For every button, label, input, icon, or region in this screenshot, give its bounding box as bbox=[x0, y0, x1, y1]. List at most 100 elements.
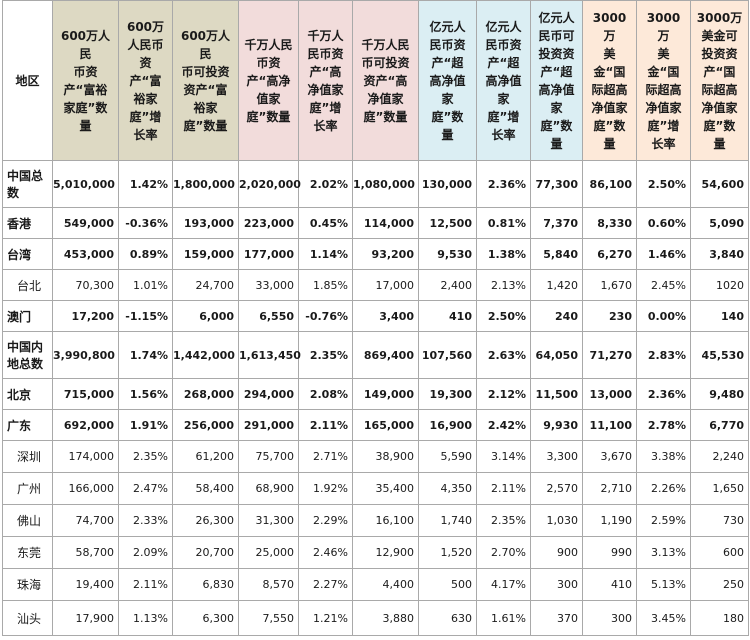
value-cell: 2.08% bbox=[298, 378, 353, 410]
table-row: 深圳 174,000 2.35% 61,200 75,700 2.71% 38,900 5,5… bbox=[2, 440, 749, 473]
value-cell: 1.13% bbox=[118, 600, 173, 636]
table-row: 台北 70,300 1.01% 24,700 33,000 1.85% 17,000 2,40… bbox=[2, 269, 749, 301]
value-cell: 5,090 bbox=[690, 207, 749, 239]
value-cell: 1,800,000 bbox=[172, 160, 239, 208]
value-cell: 6,000 bbox=[172, 300, 239, 332]
value-cell: 6,550 bbox=[238, 300, 299, 332]
value-cell: 2.11% bbox=[118, 568, 173, 601]
value-cell: 0.81% bbox=[476, 207, 531, 239]
value-cell: 64,050 bbox=[530, 331, 583, 379]
value-cell: 68,900 bbox=[238, 472, 299, 505]
value-cell: 3.14% bbox=[476, 440, 531, 473]
table-row: 台湾 453,000 0.89% 159,000 177,000 1.14% 93,200 9… bbox=[2, 238, 749, 270]
value-cell: 300 bbox=[530, 568, 583, 601]
region-cell: 珠海 bbox=[2, 568, 53, 601]
value-cell: 2.13% bbox=[476, 269, 531, 301]
value-cell: 1,670 bbox=[582, 269, 637, 301]
value-cell: 58,400 bbox=[172, 472, 239, 505]
region-cell: 广州 bbox=[2, 472, 53, 505]
value-cell: 8,330 bbox=[582, 207, 637, 239]
value-cell: 1,420 bbox=[530, 269, 583, 301]
header-col-5: 千万人 民币资 产“高 净值家 庭”增 长率 bbox=[298, 0, 353, 161]
value-cell: 12,500 bbox=[418, 207, 477, 239]
value-cell: 2.36% bbox=[636, 378, 691, 410]
value-cell: 2,710 bbox=[582, 472, 637, 505]
value-cell: 54,600 bbox=[690, 160, 749, 208]
value-cell: 7,370 bbox=[530, 207, 583, 239]
value-cell: 1.56% bbox=[118, 378, 173, 410]
value-cell: 4,350 bbox=[418, 472, 477, 505]
value-cell: 20,700 bbox=[172, 536, 239, 569]
value-cell: 0.45% bbox=[298, 207, 353, 239]
value-cell: 1.14% bbox=[298, 238, 353, 270]
table-row: 汕头 17,900 1.13% 6,300 7,550 1.21% 3,880 630 1.61… bbox=[2, 600, 749, 636]
value-cell: 140 bbox=[690, 300, 749, 332]
table-row: 佛山 74,700 2.33% 26,300 31,300 2.29% 16,100 1,74… bbox=[2, 504, 749, 537]
header-col-4: 千万人民 币资 产“高净 值家 庭”数量 bbox=[238, 0, 299, 161]
value-cell: 159,000 bbox=[172, 238, 239, 270]
value-cell: 2.09% bbox=[118, 536, 173, 569]
region-cell: 广东 bbox=[2, 409, 53, 441]
value-cell: 5.13% bbox=[636, 568, 691, 601]
value-cell: 1,740 bbox=[418, 504, 477, 537]
value-cell: 2.47% bbox=[118, 472, 173, 505]
value-cell: 3.45% bbox=[636, 600, 691, 636]
region-cell: 佛山 bbox=[2, 504, 53, 537]
value-cell: 230 bbox=[582, 300, 637, 332]
value-cell: 177,000 bbox=[238, 238, 299, 270]
value-cell: 3.13% bbox=[636, 536, 691, 569]
value-cell: 2.35% bbox=[476, 504, 531, 537]
value-cell: 9,930 bbox=[530, 409, 583, 441]
value-cell: 19,300 bbox=[418, 378, 477, 410]
value-cell: 1.21% bbox=[298, 600, 353, 636]
value-cell: 2,020,000 bbox=[238, 160, 301, 208]
value-cell: 1,650 bbox=[690, 472, 749, 505]
value-cell: 17,900 bbox=[52, 600, 119, 636]
value-cell: 2.78% bbox=[636, 409, 691, 441]
value-cell: 86,100 bbox=[582, 160, 637, 208]
region-cell: 深圳 bbox=[2, 440, 53, 473]
value-cell: 1,030 bbox=[530, 504, 583, 537]
value-cell: 1.46% bbox=[636, 238, 691, 270]
value-cell: 2.12% bbox=[476, 378, 531, 410]
value-cell: 1.85% bbox=[298, 269, 353, 301]
value-cell: 1.74% bbox=[118, 331, 173, 379]
value-cell: 107,560 bbox=[418, 331, 477, 379]
value-cell: 75,700 bbox=[238, 440, 299, 473]
value-cell: 77,300 bbox=[530, 160, 583, 208]
value-cell: 5,010,000 bbox=[52, 160, 119, 208]
region-cell: 台北 bbox=[2, 269, 53, 301]
value-cell: 3,300 bbox=[530, 440, 583, 473]
value-cell: 410 bbox=[582, 568, 637, 601]
value-cell: 174,000 bbox=[52, 440, 119, 473]
value-cell: 300 bbox=[582, 600, 637, 636]
value-cell: 549,000 bbox=[52, 207, 119, 239]
value-cell: 74,700 bbox=[52, 504, 119, 537]
value-cell: 0.89% bbox=[118, 238, 173, 270]
region-cell: 汕头 bbox=[2, 600, 53, 636]
value-cell: 13,000 bbox=[582, 378, 637, 410]
value-cell: 1020 bbox=[690, 269, 749, 301]
header-col-3: 600万人民 币可投资 资产“富 裕家 庭”数量 bbox=[172, 0, 239, 161]
header-col-10: 3000万 美 金“国 际超高 净值家 庭”数 量 bbox=[582, 0, 637, 161]
value-cell: 2.46% bbox=[298, 536, 353, 569]
value-cell: 130,000 bbox=[418, 160, 477, 208]
value-cell: 5,590 bbox=[418, 440, 477, 473]
value-cell: 0.60% bbox=[636, 207, 691, 239]
value-cell: 2.36% bbox=[476, 160, 531, 208]
value-cell: 730 bbox=[690, 504, 749, 537]
value-cell: 38,900 bbox=[352, 440, 419, 473]
value-cell: 3,840 bbox=[690, 238, 749, 270]
value-cell: 2.50% bbox=[476, 300, 531, 332]
value-cell: 33,000 bbox=[238, 269, 299, 301]
value-cell: 61,200 bbox=[172, 440, 239, 473]
value-cell: 26,300 bbox=[172, 504, 239, 537]
value-cell: 58,700 bbox=[52, 536, 119, 569]
table-row: 中国内 地总数 3,990,800 1.74% 1,442,000 1,613,450 2… bbox=[2, 331, 749, 379]
value-cell: 180 bbox=[690, 600, 749, 636]
value-cell: 93,200 bbox=[352, 238, 419, 270]
header-col-7: 亿元人 民币资 产“超 高净值 家 庭”数 量 bbox=[418, 0, 477, 161]
value-cell: 16,100 bbox=[352, 504, 419, 537]
value-cell: 2.50% bbox=[636, 160, 691, 208]
